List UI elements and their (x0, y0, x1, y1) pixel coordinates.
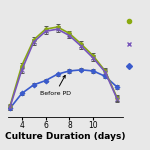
X-axis label: Culture Duration (days): Culture Duration (days) (5, 132, 126, 141)
Text: Before PD: Before PD (40, 75, 71, 96)
